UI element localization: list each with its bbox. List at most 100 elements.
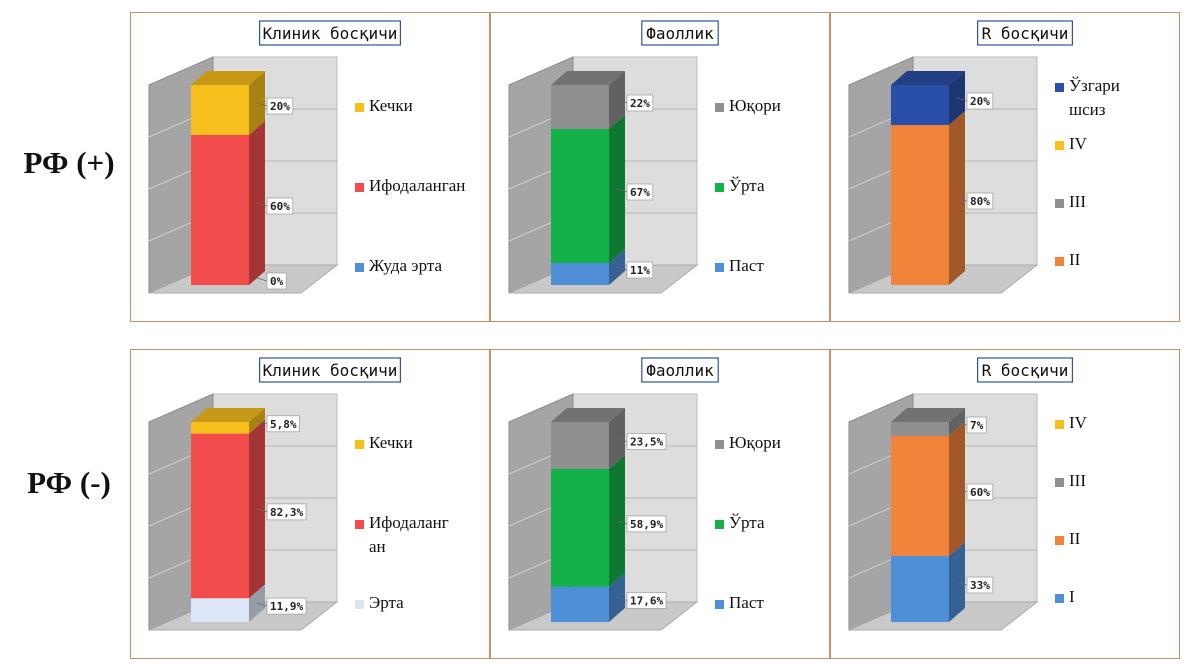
legend-label: Ифодаланган	[369, 176, 465, 195]
data-label-паст: 11%	[630, 264, 650, 277]
data-label-leader	[256, 102, 268, 107]
chart-panel-rf-negative-activity: 17,6% 58,9% 23,5% Фаоллик Юқори Ўрта Паст	[490, 349, 830, 659]
bar-top-cap	[891, 408, 965, 422]
legend-swatch	[1055, 478, 1064, 487]
legend-label: Паст	[729, 256, 764, 275]
data-label-паст: 17,6%	[630, 594, 663, 607]
chart-title-box	[641, 357, 719, 383]
data-label-юқори: 22%	[630, 97, 650, 110]
chart-title-box	[977, 20, 1074, 46]
data-label-leader	[256, 277, 268, 282]
legend-label: Жуда эрта	[369, 256, 442, 275]
data-label-эрта: 11,9%	[270, 600, 303, 613]
chart-panel-rf-positive-activity: 11% 67% 22% Фаоллик Юқори Ўрта Паст	[490, 12, 830, 322]
chart-svg: 0% 60% 20% Клиник босқичи Кечки Ифодаланган Жу…	[148, 20, 465, 294]
data-label-leader	[256, 508, 268, 513]
legend-swatch	[715, 440, 724, 449]
data-label-iii: 7%	[970, 419, 984, 432]
legend-swatch	[715, 600, 724, 609]
legend-item-юқори: Юқори	[715, 96, 781, 115]
legend-label: Кечки	[369, 96, 413, 115]
data-label-юқори: 23,5%	[630, 436, 663, 449]
data-label-leader	[956, 488, 968, 493]
legend-item-ii: II	[1055, 529, 1081, 548]
bar-segment-эрта	[191, 584, 265, 622]
legend-swatch	[355, 440, 364, 449]
data-label-leader	[616, 438, 628, 442]
row-label-rf-negative: РФ (-)	[27, 465, 111, 500]
data-label-box	[626, 261, 654, 279]
chart-svg: 11,9% 82,3% 5,8% Клиник босқичи Кечки Ифодала…	[148, 357, 449, 631]
data-label-жуда-эрта: 0%	[270, 275, 284, 288]
legend-item-iv: IV	[1055, 413, 1088, 432]
legend-swatch	[355, 263, 364, 272]
legend-label: III	[1069, 192, 1086, 211]
data-label-box	[266, 415, 300, 433]
data-label-ўрта: 58,9%	[630, 518, 663, 531]
legend-label: Юқори	[729, 433, 781, 452]
legend-item-паст: Паст	[715, 593, 764, 612]
data-label-ii: 60%	[970, 486, 990, 499]
chart-title-box	[641, 20, 719, 46]
legend-swatch	[1055, 420, 1064, 429]
data-label-box	[266, 197, 294, 215]
data-label-box	[626, 94, 654, 112]
data-label-box	[966, 92, 994, 110]
legend-label: II	[1069, 250, 1081, 269]
legend-item-ўрта: Ўрта	[715, 513, 765, 532]
data-label-leader	[616, 520, 628, 525]
legend-label: III	[1069, 471, 1086, 490]
legend-item-жуда-эрта: Жуда эрта	[355, 256, 442, 275]
data-label-leader	[956, 421, 968, 426]
legend-label: I	[1069, 587, 1075, 606]
legend-swatch	[1055, 594, 1064, 603]
row-label-rf-positive: РФ (+)	[23, 145, 115, 180]
data-label-кечки: 20%	[270, 100, 290, 113]
legend-swatch	[1055, 199, 1064, 208]
data-label-leader	[956, 97, 968, 102]
data-label-box	[966, 483, 994, 501]
chart-svg: 11% 67% 22% Фаоллик Юқори Ўрта Паст	[508, 20, 781, 294]
data-label-leader	[616, 597, 628, 601]
legend-label: Кечки	[369, 433, 413, 452]
bar-segment-юқори	[551, 408, 625, 469]
legend-swatch	[1055, 141, 1064, 150]
legend-label: Паст	[729, 593, 764, 612]
data-label-leader	[616, 188, 628, 193]
bar-segment-i	[891, 542, 965, 622]
bar-segment-ифодаланган	[191, 121, 265, 285]
legend-label: Юқори	[729, 96, 781, 115]
data-label-box	[266, 503, 307, 521]
data-label-leader	[956, 197, 968, 202]
chart-title: R босқичи	[982, 361, 1069, 380]
data-label-box	[966, 416, 987, 434]
legend-swatch	[355, 183, 364, 192]
chart-panel-rf-negative-r-stage: 33% 60% 7% R босқичи IV III II I	[830, 349, 1180, 659]
legend-item-iii: III	[1055, 471, 1086, 490]
legend-swatch	[355, 103, 364, 112]
data-label-box	[266, 597, 307, 615]
chart-svg: 17,6% 58,9% 23,5% Фаоллик Юқори Ўрта Паст	[508, 357, 781, 631]
data-label-box	[626, 433, 667, 450]
bar-segment-ii	[891, 422, 965, 556]
legend-item-кечки: Кечки	[355, 433, 413, 452]
legend-swatch	[355, 600, 364, 609]
data-label-leader	[256, 420, 268, 425]
legend-swatch	[715, 183, 724, 192]
legend-label: II	[1069, 529, 1081, 548]
legend-label: IV	[1069, 134, 1088, 153]
data-label-box	[626, 515, 667, 533]
data-label-box	[266, 272, 287, 290]
bar-segment-юқори	[551, 71, 625, 129]
legend-item-ўзгаришсиз: Ўзгари шсиз	[1055, 76, 1120, 119]
legend-swatch	[715, 520, 724, 529]
legend-label: Ифодаланг	[369, 513, 449, 532]
data-label-ўзгаришсиз: 20%	[970, 95, 990, 108]
legend-item-кечки: Кечки	[355, 96, 413, 115]
legend-item-ифодаланган: Ифодаланг ан	[355, 513, 449, 556]
legend-swatch	[355, 520, 364, 529]
legend-item-iv: IV	[1055, 134, 1088, 153]
legend-item-i: I	[1055, 587, 1075, 606]
